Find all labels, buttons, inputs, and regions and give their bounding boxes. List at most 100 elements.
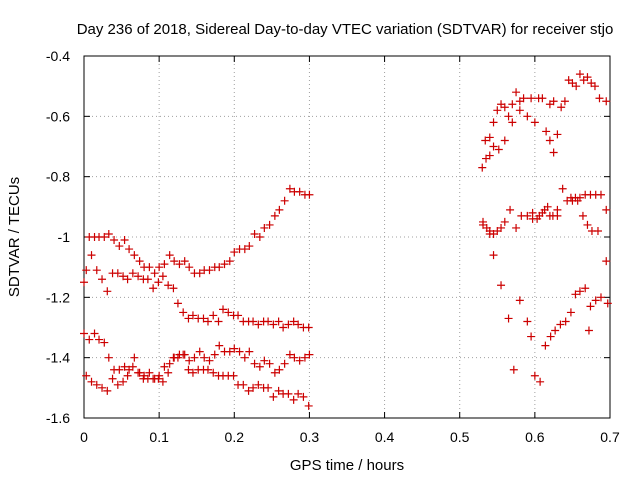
data-point [566, 308, 575, 317]
data-point [545, 211, 554, 220]
data-point [170, 257, 179, 266]
data-point [489, 118, 498, 127]
y-tick-label: -1 [58, 229, 71, 245]
data-point [523, 112, 532, 121]
data-point [134, 368, 143, 377]
data-point [250, 359, 259, 368]
data-point [528, 214, 537, 223]
data-point [280, 196, 289, 205]
data-point [115, 365, 124, 374]
data-point [120, 362, 129, 371]
data-point [110, 236, 119, 245]
x-tick-label: 0.5 [450, 429, 470, 445]
data-point [497, 281, 506, 290]
data-point [561, 317, 570, 326]
data-point [294, 320, 303, 329]
data-point [229, 371, 238, 380]
data-point [230, 344, 239, 353]
data-point [154, 374, 163, 383]
x-tick-label: 0.7 [600, 429, 620, 445]
data-point [184, 365, 193, 374]
data-point [575, 70, 584, 79]
data-point [553, 211, 562, 220]
data-point [98, 275, 107, 284]
data-point [290, 353, 299, 362]
y-tick-label: -1.4 [46, 350, 70, 366]
data-point [602, 97, 611, 106]
y-tick-label: -1.6 [46, 410, 70, 426]
data-point [284, 389, 293, 398]
data-point [113, 269, 122, 278]
data-point [175, 260, 184, 269]
data-point [515, 106, 524, 115]
data-point [123, 275, 132, 284]
data-point [158, 377, 167, 386]
data-point [164, 368, 173, 377]
data-point [80, 278, 88, 287]
data-point [304, 323, 313, 332]
data-point [571, 290, 580, 299]
data-point [190, 353, 199, 362]
data-point [270, 368, 279, 377]
data-point [583, 220, 592, 229]
data-point [128, 269, 137, 278]
data-point [508, 118, 517, 127]
data-point [274, 317, 283, 326]
data-point [120, 236, 129, 245]
data-point [113, 380, 122, 389]
data-point [275, 205, 284, 214]
data-point [289, 317, 298, 326]
data-point [205, 266, 214, 275]
data-point [269, 320, 278, 329]
data-point [536, 377, 545, 386]
data-point [240, 353, 249, 362]
data-point [92, 380, 101, 389]
y-tick-label: -1.2 [46, 289, 70, 305]
data-point [545, 136, 554, 145]
data-point [134, 272, 143, 281]
data-point [294, 389, 303, 398]
data-point [100, 233, 109, 241]
data-point [603, 299, 612, 308]
series-track-h [479, 220, 611, 386]
data-point [584, 326, 593, 335]
data-point [104, 353, 113, 362]
x-tick-label: 0.2 [225, 429, 245, 445]
data-point [494, 145, 503, 154]
x-axis-label: GPS time / hours [290, 457, 404, 474]
data-point [239, 380, 248, 389]
data-point [595, 94, 604, 103]
data-point [185, 263, 194, 272]
data-point [295, 187, 304, 196]
data-point [572, 82, 581, 91]
data-point [602, 205, 611, 214]
data-point [581, 284, 590, 293]
data-point [546, 332, 555, 341]
data-point [485, 133, 494, 142]
data-point [527, 94, 536, 103]
data-point [249, 383, 258, 392]
data-point [506, 205, 515, 214]
data-point [245, 347, 254, 356]
data-point [160, 362, 169, 371]
data-point [214, 317, 223, 326]
data-point [285, 184, 294, 193]
data-point [255, 233, 264, 241]
x-tick-label: 0.6 [525, 429, 545, 445]
data-point [103, 386, 112, 395]
data-point [489, 251, 498, 260]
data-point [254, 320, 263, 329]
data-point [195, 347, 204, 356]
data-point [95, 335, 104, 344]
data-point [485, 226, 494, 235]
data-point [160, 260, 169, 269]
data-point [500, 103, 509, 112]
data-point [209, 311, 218, 320]
data-point [279, 323, 288, 332]
data-point [92, 266, 101, 275]
data-point [245, 242, 254, 251]
data-point [254, 380, 263, 389]
data-point [135, 257, 144, 266]
y-tick-label: -0.8 [46, 169, 70, 185]
